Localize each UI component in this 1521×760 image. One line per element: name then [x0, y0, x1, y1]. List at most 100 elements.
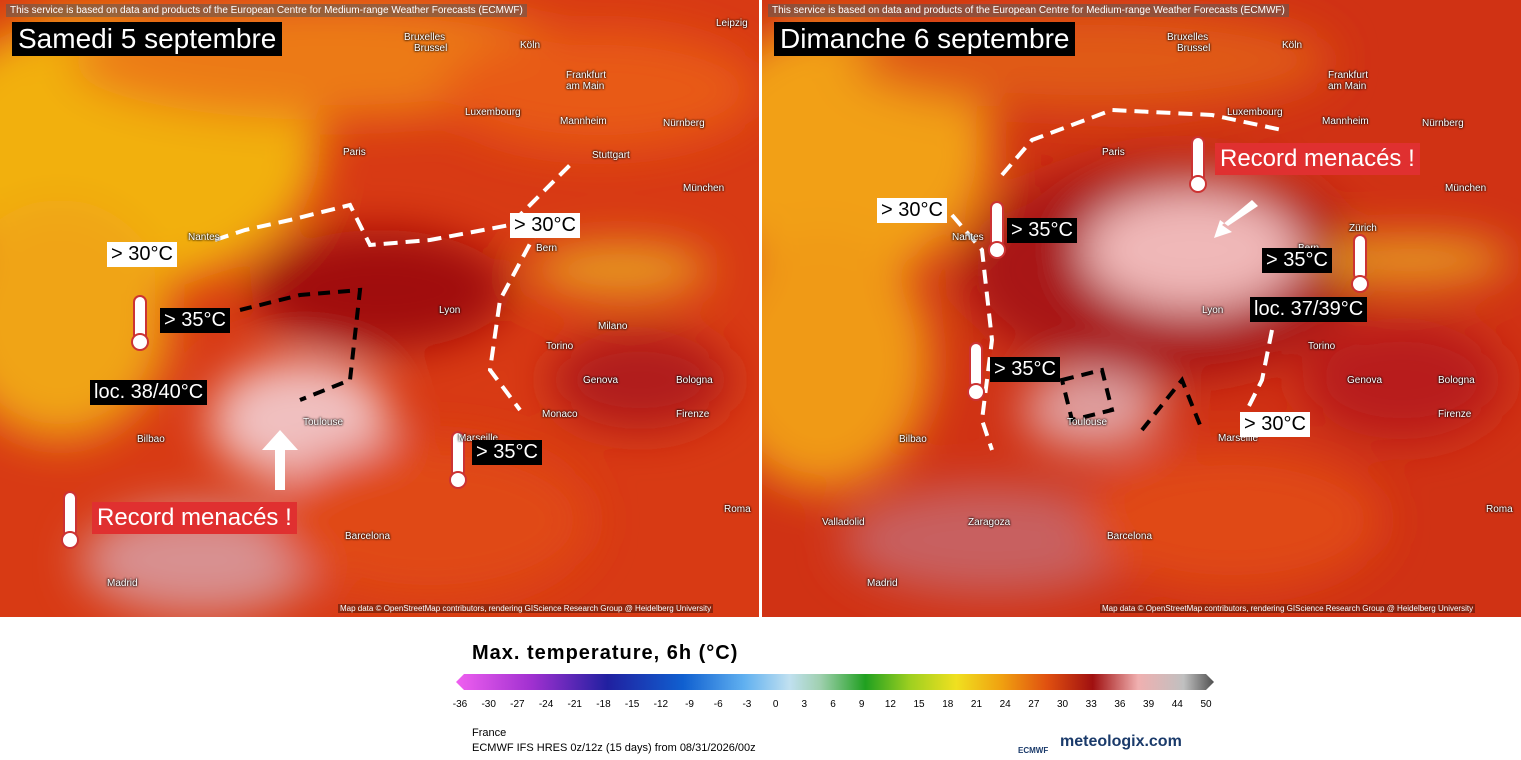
city-label: am Main	[1328, 81, 1367, 92]
city-label: am Main	[566, 81, 605, 92]
colorbar-tick-label: 36	[1114, 699, 1126, 710]
colorbar-tick-label: 9	[858, 699, 865, 710]
city-label: Marseille	[458, 433, 499, 444]
colorbar-tick-label: 18	[942, 699, 954, 710]
city-label: Barcelona	[1107, 531, 1153, 542]
city-label: Bologna	[676, 375, 713, 386]
city-label: München	[1445, 183, 1487, 194]
city-label: Bern	[536, 243, 558, 254]
city-label: Mannheim	[560, 116, 607, 127]
city-label: Lyon	[439, 305, 461, 316]
colorbar-tick-label: -24	[538, 699, 554, 710]
colorbar-tick-label: 21	[970, 699, 983, 710]
model-info: ECMWF IFS HRES 0z/12z (15 days) from 08/…	[472, 742, 756, 754]
annotation: Record menacés !	[1215, 143, 1420, 175]
attribution: This service is based on data and produc…	[6, 4, 527, 17]
colorbar-tick-label: 33	[1085, 699, 1097, 710]
city-label: Brussel	[414, 43, 448, 54]
city-label: Luxembourg	[465, 107, 521, 118]
panel-title: Samedi 5 septembre	[12, 22, 283, 56]
colorbar-tick-label: 0	[772, 699, 779, 710]
city-label: Torino	[546, 341, 574, 352]
colorbar-tick-label: 12	[884, 699, 896, 710]
city-label: Brussel	[1177, 43, 1211, 54]
annotation: > 30°C	[510, 213, 580, 238]
colorbar-tick-label: -15	[624, 699, 640, 710]
colorbar-tick-label: -9	[685, 699, 694, 710]
colorbar-tick-label: -3	[742, 699, 752, 710]
map-background	[762, 0, 1521, 617]
city-label: Luxembourg	[1227, 107, 1283, 118]
city-label: Firenze	[676, 409, 710, 420]
city-label: Zaragoza	[968, 517, 1011, 528]
logo: ECMWF	[1018, 746, 1049, 755]
city-label: Mannheim	[1322, 116, 1369, 127]
annotation: > 30°C	[877, 198, 947, 223]
city-label: Frankfurt	[566, 70, 607, 81]
map-panel: This service is based on data and produc…	[762, 0, 1521, 617]
colorbar-tick-label: 44	[1171, 699, 1183, 710]
city-label: Paris	[343, 147, 366, 158]
colorbar-tick-label: -30	[481, 699, 496, 710]
region: France	[472, 727, 507, 739]
city-label: Leipzig	[716, 18, 748, 29]
colorbar-tick-label: 15	[913, 699, 925, 710]
colorbar-tick-label: -6	[713, 699, 723, 710]
city-label: Zürich	[1349, 223, 1377, 234]
city-label: Genova	[583, 375, 619, 386]
colorbar-tick-label: 50	[1200, 699, 1212, 710]
brand: meteologix.com	[1060, 733, 1182, 750]
city-label: Nantes	[188, 232, 220, 243]
city-label: Frankfurt	[1328, 70, 1369, 81]
city-label: Barcelona	[345, 531, 391, 542]
map-credit: Map data © OpenStreetMap contributors, r…	[1100, 604, 1476, 613]
city-label: Marseille	[1218, 433, 1259, 444]
colorbar-tick-label: -36	[452, 699, 468, 710]
annotation: > 35°C	[1007, 218, 1077, 243]
colorbar-tick-label: 30	[1056, 699, 1069, 710]
colorbar-tick-label: 24	[999, 699, 1011, 710]
city-label: Toulouse	[1067, 417, 1108, 428]
annotation: loc. 37/39°C	[1250, 297, 1368, 322]
colorbar-gradient	[456, 674, 1214, 690]
city-label: Nantes	[952, 232, 984, 243]
city-label: Nürnberg	[663, 118, 705, 129]
colorbar-tick-label: -18	[596, 699, 611, 710]
city-label: Monaco	[542, 409, 578, 420]
annotation: > 30°C	[1240, 412, 1310, 437]
city-label: Madrid	[867, 578, 898, 589]
annotation: > 35°C	[160, 308, 230, 333]
city-label: München	[683, 183, 725, 194]
colorbar-title: Max. temperature, 6h (°C)	[472, 642, 739, 664]
city-label: Firenze	[1438, 409, 1472, 420]
city-label: Bologna	[1438, 375, 1475, 386]
city-label: Paris	[1102, 147, 1125, 158]
map-panel: This service is based on data and produc…	[0, 0, 759, 617]
colorbar-tick-label: 27	[1028, 699, 1040, 710]
city-label: Köln	[1282, 40, 1303, 51]
city-label: Valladolid	[822, 517, 865, 528]
annotation: > 35°C	[1262, 248, 1332, 273]
annotation: > 35°C	[472, 440, 542, 465]
colorbar-tick-label: -27	[510, 699, 525, 710]
city-label: Nürnberg	[1422, 118, 1464, 129]
annotation: > 30°C	[107, 242, 177, 267]
city-label: Roma	[724, 504, 751, 515]
city-label: Bruxelles	[1167, 32, 1209, 43]
colorbar-tick-label: 39	[1143, 699, 1155, 710]
city-label: Bilbao	[137, 434, 165, 445]
city-label: Torino	[1308, 341, 1336, 352]
city-label: Roma	[1486, 504, 1513, 515]
city-label: Bruxelles	[404, 32, 446, 43]
city-label: Lyon	[1202, 305, 1224, 316]
city-label: Köln	[520, 40, 541, 51]
colorbar-tick-label: 3	[801, 699, 808, 710]
city-label: Genova	[1347, 375, 1383, 386]
colorbar-tick-label: -12	[653, 699, 669, 710]
annotation: Record menacés !	[92, 502, 297, 534]
colorbar-tick-label: -21	[567, 699, 582, 710]
attribution: This service is based on data and produc…	[768, 4, 1289, 17]
colorbar-tick-label: 6	[830, 699, 836, 710]
city-label: Bilbao	[899, 434, 927, 445]
